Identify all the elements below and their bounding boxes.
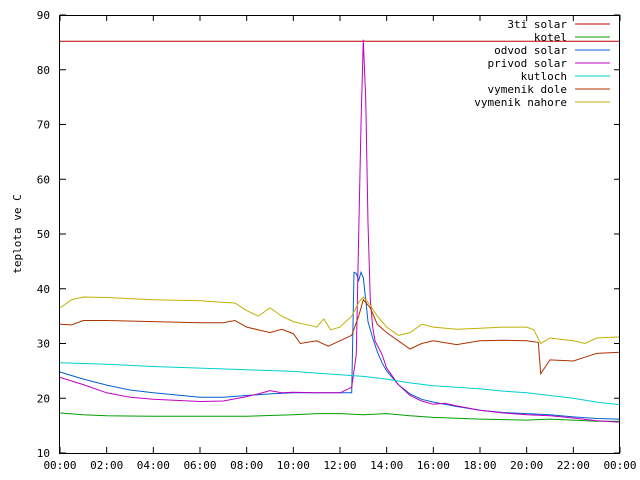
x-tick-label: 06:00 bbox=[183, 459, 216, 472]
legend-label: privod solar bbox=[488, 57, 568, 70]
x-tick-label: 00:00 bbox=[603, 459, 636, 472]
x-tick-label: 00:00 bbox=[43, 459, 76, 472]
x-tick-label: 10:00 bbox=[277, 459, 310, 472]
y-tick-label: 90 bbox=[37, 9, 50, 22]
y-tick-label: 80 bbox=[37, 64, 50, 77]
x-tick-label: 14:00 bbox=[370, 459, 403, 472]
x-tick-label: 18:00 bbox=[463, 459, 496, 472]
y-tick-label: 60 bbox=[37, 173, 50, 186]
series-layer bbox=[59, 39, 621, 423]
legend-label: 3ti solar bbox=[507, 18, 567, 31]
labels-layer: 10 20 30 40 50 60 70 80 90 00:00 02:00 04:00 06:00 08… bbox=[37, 9, 637, 472]
x-tick-label: 08:00 bbox=[230, 459, 263, 472]
series-line-privod-solar bbox=[59, 39, 621, 423]
x-tick-label: 20:00 bbox=[510, 459, 543, 472]
series-line-vymenik-dole bbox=[59, 298, 621, 376]
y-tick-label: 70 bbox=[37, 119, 50, 132]
y-axis-label: teplota ve C bbox=[11, 194, 24, 273]
series-line-vymenik-nahore bbox=[59, 296, 621, 345]
series-line-kotel bbox=[59, 412, 620, 422]
y-tick-label: 40 bbox=[37, 283, 50, 296]
y-tick-label: 50 bbox=[37, 228, 50, 241]
legend-label: vymenik nahore bbox=[474, 96, 567, 109]
legend-label: kutloch bbox=[521, 70, 567, 83]
series-line-kutloch bbox=[59, 362, 621, 406]
y-tick-label: 30 bbox=[37, 338, 50, 351]
x-tick-label: 16:00 bbox=[417, 459, 450, 472]
legend-label: odvod solar bbox=[494, 44, 567, 57]
y-tick-label: 20 bbox=[37, 392, 50, 405]
legend-label: kotel bbox=[534, 31, 567, 44]
ticks-layer bbox=[59, 14, 621, 454]
x-tick-label: 22:00 bbox=[557, 459, 590, 472]
y-tick-label: 10 bbox=[37, 447, 50, 460]
x-tick-label: 12:00 bbox=[323, 459, 356, 472]
x-tick-label: 04:00 bbox=[137, 459, 170, 472]
series-line-odvod-solar bbox=[59, 270, 621, 420]
legend-label: vymenik dole bbox=[488, 83, 567, 96]
x-tick-label: 02:00 bbox=[90, 459, 123, 472]
